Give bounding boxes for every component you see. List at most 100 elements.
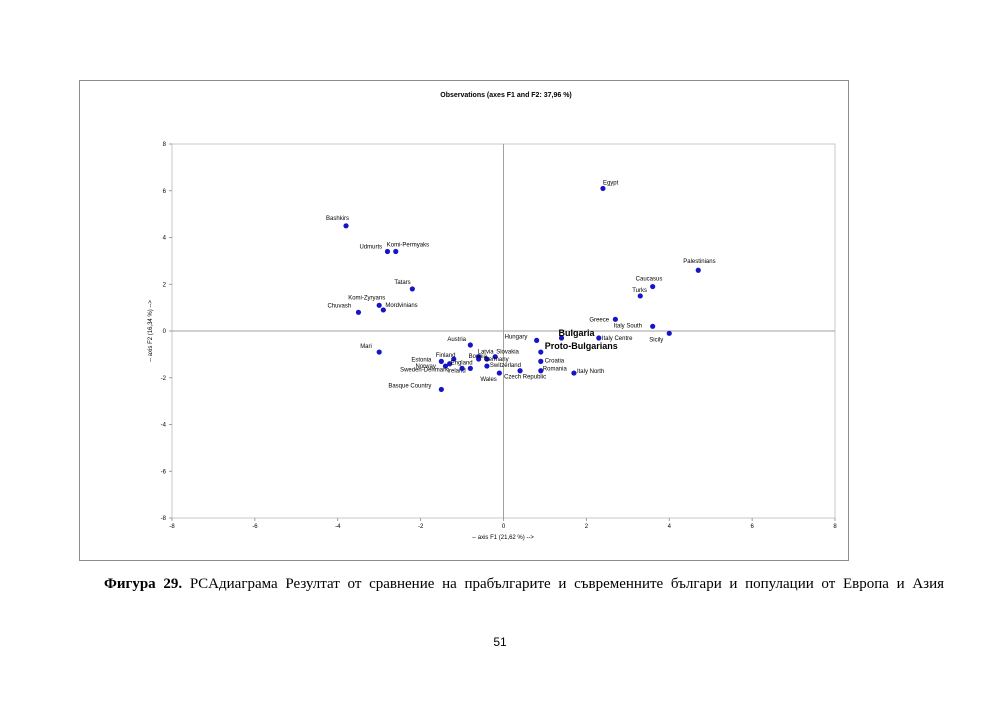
point-label-tatars: Tatars xyxy=(394,280,410,286)
point-wales xyxy=(496,370,502,376)
point-label-egypt: Egypt xyxy=(603,180,619,186)
point-label-palestinians: Palestinians xyxy=(683,259,715,265)
point-label-czech-republic: Czech Republic xyxy=(504,375,546,381)
y-axis-title: -- axis F2 (16,34 %) --> xyxy=(148,300,154,362)
point-germany xyxy=(484,356,490,362)
pca-scatter-plot: Observations (axes F1 and F2: 37,96 %) -… xyxy=(148,92,838,541)
y-tick-label: -8 xyxy=(161,516,167,522)
point-chuvash xyxy=(355,309,362,315)
point-proto-bulgarians xyxy=(538,349,544,355)
point-caucasus xyxy=(650,283,656,290)
figure-number: Фигура 29. xyxy=(104,576,183,592)
data-points: Egypt Bashkirs Udmurts Komi-Permyaks Tatars K… xyxy=(326,180,716,393)
point-italy-south xyxy=(650,323,656,329)
point-label-hungary: Hungary xyxy=(505,334,528,340)
x-tick-label: 4 xyxy=(668,524,672,530)
point-label-mordvinians: Mordvinians xyxy=(385,303,417,309)
point-label-greece: Greece xyxy=(589,317,609,323)
point-tatars xyxy=(409,286,415,292)
y-tick-label: 2 xyxy=(163,282,167,288)
point-label-estonia: Estonia xyxy=(411,357,432,363)
tick-labels: -8 -6 -4 -2 0 2 4 6 8 -8 -6 -4 -2 0 2 4 6 8 xyxy=(161,142,838,530)
point-sweden-denmark xyxy=(459,365,465,371)
point-austria xyxy=(467,342,473,348)
point-label-latvia: Latvia xyxy=(478,350,495,356)
point-england xyxy=(447,361,453,367)
point-italy-north xyxy=(571,370,577,376)
point-udmurts xyxy=(384,248,391,255)
chart-frame: Observations (axes F1 and F2: 37,96 %) -… xyxy=(79,80,849,561)
point-label-italy-south: Italy South xyxy=(614,323,642,329)
point-romania xyxy=(538,368,544,374)
point-komi-permyaks xyxy=(393,248,399,255)
point-label-wales: Wales xyxy=(480,377,496,383)
point-czech-republic xyxy=(517,368,523,374)
point-label-basque-country: Basque Country xyxy=(388,383,431,389)
point-label-sweden-denmark: Sweden-Denmark xyxy=(400,367,449,373)
point-switzerland xyxy=(484,363,490,369)
point-label-romania: Romania xyxy=(543,367,568,373)
point-label-proto-bulgarians: Proto-Bulgarians xyxy=(545,341,618,351)
chart-title: Observations (axes F1 and F2: 37,96 %) xyxy=(440,92,572,99)
point-egypt xyxy=(600,185,606,192)
page-number: 51 xyxy=(493,635,507,649)
point-label-bashkirs: Bashkirs xyxy=(326,216,349,222)
x-tick-label: -4 xyxy=(335,524,341,530)
y-tick-label: 8 xyxy=(163,142,167,148)
y-tick-label: -6 xyxy=(161,469,167,475)
point-norway xyxy=(442,363,449,369)
x-tick-label: -2 xyxy=(418,524,424,530)
point-label-udmurts: Udmurts xyxy=(359,245,382,251)
point-palestinians xyxy=(695,267,701,273)
point-label-england: England xyxy=(451,361,473,367)
point-label-mari: Mari xyxy=(360,344,372,350)
point-slovakia xyxy=(492,354,498,360)
caption-text: PCAдиаграма Резултат от сравнение на пра… xyxy=(189,576,945,592)
point-croatia xyxy=(538,358,544,364)
point-label-sicily: Sicily xyxy=(649,337,663,343)
x-tick-label: 0 xyxy=(502,524,506,530)
point-label-turks: Turks xyxy=(632,288,647,294)
point-label-italy-north: Italy North xyxy=(577,369,604,375)
point-label-italy-centre: Italy Centre xyxy=(602,336,633,342)
point-turks xyxy=(637,293,643,299)
x-tick-label: 6 xyxy=(750,524,754,530)
point-label-norway: Norway xyxy=(415,364,435,370)
point-label-bosnia: Bosnia xyxy=(469,354,488,360)
point-mari xyxy=(376,349,382,355)
point-label-switzerland: Switzerland xyxy=(490,363,521,369)
point-italy-centre xyxy=(596,335,602,341)
point-label-germany: Germany xyxy=(484,357,509,363)
point-label-finland: Finland xyxy=(436,353,456,359)
figure-caption: Фигура 29. PCAдиаграма Резултат от сравн… xyxy=(104,576,944,593)
x-tick-label: 8 xyxy=(833,524,837,530)
point-greece xyxy=(612,316,618,322)
point-basque-country xyxy=(438,386,444,393)
point-label-croatia: Croatia xyxy=(545,358,565,364)
point-label-ireland: Ireland xyxy=(447,368,465,374)
point-bosnia xyxy=(476,356,482,362)
y-tick-label: 6 xyxy=(163,189,167,195)
y-tick-label: -4 xyxy=(161,423,167,429)
point-hungary xyxy=(534,337,540,343)
x-axis-title: -- axis F1 (21,62 %) --> xyxy=(472,535,534,541)
x-tick-label: -8 xyxy=(169,524,175,530)
point-label-chuvash: Chuvash xyxy=(327,303,351,309)
x-tick-label: 2 xyxy=(585,524,589,530)
point-komi-zyryans xyxy=(376,302,382,308)
point-label-austria: Austria xyxy=(447,337,466,343)
point-label-slovakia: Slovakia xyxy=(496,350,519,356)
y-tick-label: 0 xyxy=(163,329,167,335)
point-label-komi-permyaks: Komi-Permyaks xyxy=(387,243,429,249)
point-bulgaria xyxy=(558,335,565,341)
point-label-caucasus: Caucasus xyxy=(636,277,663,283)
axes-layer xyxy=(172,144,835,518)
y-tick-label: -2 xyxy=(161,376,167,382)
point-label-bulgaria: Bulgaria xyxy=(559,328,596,338)
point-mordvinians xyxy=(380,307,386,313)
point-ireland xyxy=(467,365,473,371)
point-label-komi-zyryans: Komi-Zyryans xyxy=(348,295,385,301)
y-tick-label: 4 xyxy=(163,236,167,242)
point-bashkirs xyxy=(343,223,349,229)
point-finland xyxy=(451,356,457,362)
